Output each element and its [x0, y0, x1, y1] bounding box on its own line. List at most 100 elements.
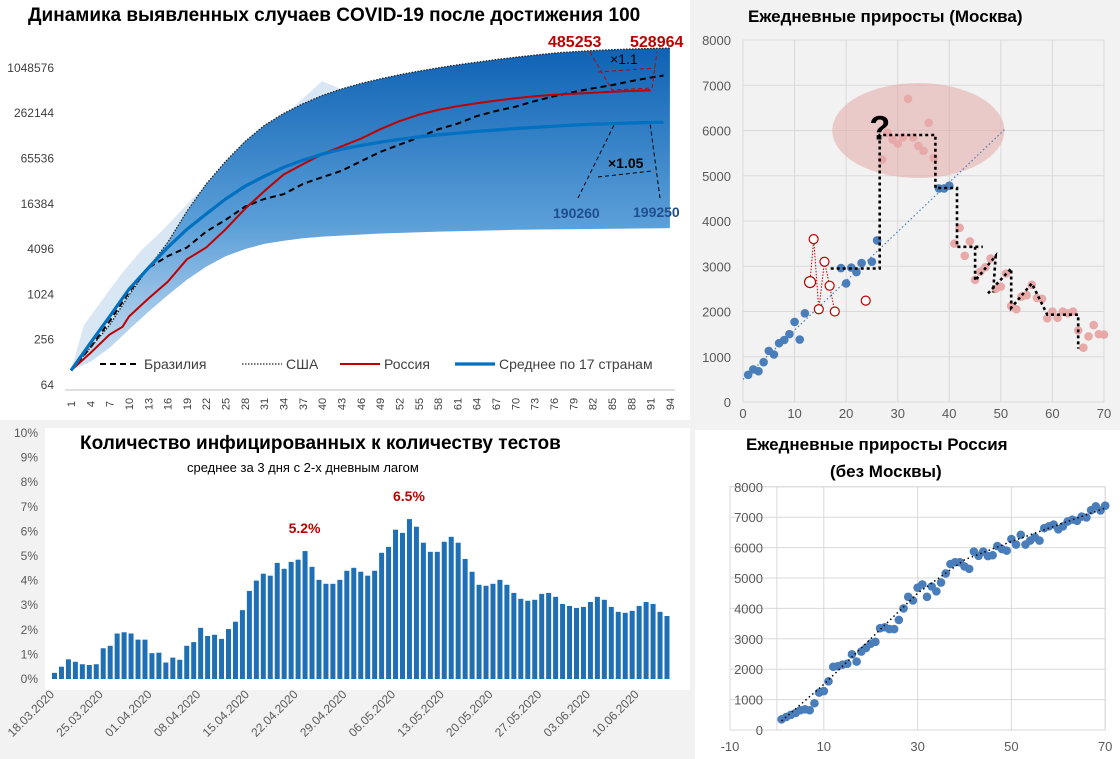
cases-chart-panel: Динамика выявленных случаев COVID-19 пос… [0, 0, 690, 420]
faded-point [893, 139, 903, 148]
bar [497, 579, 503, 679]
y-tick-label: 1000 [702, 350, 731, 365]
faded-point [1022, 290, 1031, 300]
x-tick-label: 43 [336, 398, 348, 410]
x-tick-label: 37 [298, 398, 310, 410]
bar [274, 562, 280, 679]
bar [511, 592, 517, 679]
y-tick-label: 5000 [734, 571, 763, 586]
x-tick-label: 91 [646, 398, 658, 410]
x-tick-label: 16 [163, 398, 175, 410]
bar [372, 570, 378, 679]
russia-annotation-lines [589, 51, 658, 91]
moscow-chart-panel: Ежедневные приросты (Москва) 0 1000 2000 30… [695, 0, 1120, 425]
step-line [830, 133, 983, 270]
x-tick-label: 52 [394, 398, 406, 410]
x-tick-label: 55 [414, 398, 426, 410]
x-tick-label: -10 [721, 739, 740, 754]
y-tick-label: 0% [21, 672, 39, 686]
bar [664, 616, 670, 679]
data-point [889, 624, 899, 634]
x-tick-label: 25.03.2020 [53, 687, 106, 740]
faded-point [903, 94, 913, 104]
bar [434, 551, 440, 679]
x-tick-label: 19 [182, 398, 194, 410]
bar [532, 599, 538, 679]
outlier-line [809, 239, 836, 312]
bar [302, 551, 308, 679]
data-point [842, 659, 852, 669]
bar [553, 596, 559, 679]
y-tick-label: 8000 [734, 480, 763, 495]
faded-point [1089, 320, 1098, 330]
peak-label: 5.2% [289, 520, 321, 536]
x-tick-label: 29.04.2020 [297, 687, 350, 740]
bar [601, 599, 607, 679]
data-point [932, 587, 941, 596]
bar [191, 642, 197, 679]
x-tick-label: 03.06.2020 [541, 687, 594, 740]
data-point [1082, 513, 1091, 522]
bar [212, 634, 218, 679]
russia-chart-title-line2: (без Москвы) [830, 462, 942, 481]
series-line-1 [70, 47, 670, 371]
x-tick-label: 58 [433, 398, 445, 410]
y-tick-label: 5% [21, 549, 39, 563]
bar [184, 645, 190, 679]
bar [650, 603, 656, 679]
outlier-point [860, 295, 871, 306]
avg-right-label: 199250 [633, 204, 680, 220]
peak-label: 6.5% [393, 488, 425, 504]
bar [121, 632, 127, 679]
bar [198, 627, 204, 679]
data-point [841, 279, 851, 288]
bar [379, 552, 385, 679]
faded-point [1079, 343, 1088, 353]
cases-chart-title: Динамика выявленных случаев COVID-19 пос… [28, 5, 641, 26]
bar [594, 596, 600, 679]
y-tick-label: 6% [21, 524, 39, 538]
bar [365, 575, 371, 679]
series-line-0 [70, 74, 664, 372]
bar [504, 584, 510, 679]
bar [149, 653, 155, 679]
x-tick-label: 73 [530, 398, 542, 410]
bar [587, 602, 593, 679]
x-tick-label: 70 [1098, 739, 1112, 754]
x-tick-label: 34 [279, 398, 291, 410]
bar [629, 610, 635, 679]
bar [309, 566, 315, 679]
data-point [810, 698, 819, 708]
russia-chart-title: Ежедневные приросты Россия [746, 435, 1008, 454]
data-point [795, 335, 805, 344]
bar [72, 661, 78, 679]
step-line [973, 246, 998, 293]
x-tick-label: 10.06.2020 [589, 687, 642, 740]
bar [156, 652, 162, 679]
data-point [908, 596, 918, 605]
data-point [1011, 540, 1021, 549]
bar [400, 532, 405, 679]
data-point [805, 705, 815, 715]
data-point [852, 657, 861, 666]
x-tick-label: 25 [221, 398, 233, 410]
faded-point [996, 282, 1006, 291]
data-point [836, 263, 846, 273]
y-tick-label: 4096 [27, 242, 54, 256]
x-tick-label: 50 [994, 406, 1008, 421]
outlier-point [808, 234, 819, 245]
y-tick-label: 2% [21, 623, 39, 637]
data-point [1100, 501, 1110, 510]
russia-chart-panel: Ежедневные приросты Россия (без Москвы) … [695, 430, 1120, 759]
bar [462, 558, 468, 679]
y-tick-label: 4000 [702, 214, 731, 229]
outlier-point [829, 306, 840, 317]
bar [420, 542, 426, 679]
faded-point [1012, 304, 1021, 314]
outlier-point [819, 256, 830, 267]
data-point [852, 267, 861, 277]
legend-label: Бразилия [144, 356, 206, 372]
x-tick-label: 08.04.2020 [151, 687, 204, 740]
avg-ratio-label: ×1.05 [608, 155, 644, 171]
y-tick-label: 6000 [702, 124, 731, 139]
